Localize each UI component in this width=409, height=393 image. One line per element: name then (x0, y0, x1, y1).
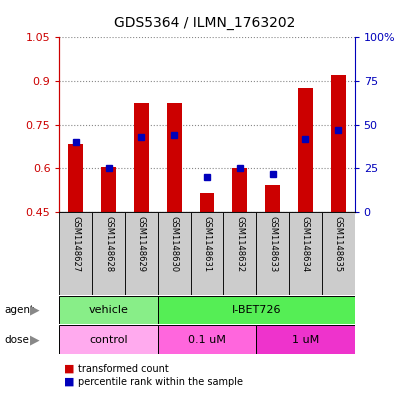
Bar (157, 212, 190, 295)
Text: transformed count: transformed count (78, 364, 168, 374)
Bar (256, 325, 354, 354)
Bar (101, 167, 116, 212)
Bar (157, 325, 256, 354)
Bar (223, 212, 256, 295)
Text: ▶: ▶ (30, 333, 40, 346)
Bar (59, 325, 157, 354)
Bar (330, 75, 345, 212)
Text: ■: ■ (63, 377, 74, 387)
Bar (199, 193, 214, 212)
Bar (59, 296, 157, 324)
Bar (134, 103, 148, 212)
Text: GSM1148634: GSM1148634 (300, 215, 309, 272)
Text: GSM1148630: GSM1148630 (169, 215, 178, 272)
Text: GSM1148633: GSM1148633 (267, 215, 276, 272)
Bar (288, 212, 321, 295)
Bar (232, 169, 247, 212)
Bar (59, 212, 92, 295)
Bar (68, 144, 83, 212)
Text: GSM1148627: GSM1148627 (71, 215, 80, 272)
Text: GDS5364 / ILMN_1763202: GDS5364 / ILMN_1763202 (114, 16, 295, 30)
Bar (166, 103, 181, 212)
Bar (190, 212, 223, 295)
Text: ■: ■ (63, 364, 74, 374)
Text: 0.1 uM: 0.1 uM (188, 334, 225, 345)
Bar (297, 88, 312, 212)
Text: GSM1148629: GSM1148629 (137, 215, 146, 272)
Text: GSM1148632: GSM1148632 (235, 215, 244, 272)
Bar (92, 212, 125, 295)
Bar (157, 296, 354, 324)
Text: GSM1148631: GSM1148631 (202, 215, 211, 272)
Bar (321, 212, 354, 295)
Text: 1 uM: 1 uM (291, 334, 318, 345)
Text: dose: dose (4, 334, 29, 345)
Text: percentile rank within the sample: percentile rank within the sample (78, 377, 242, 387)
Bar (125, 212, 157, 295)
Text: GSM1148635: GSM1148635 (333, 215, 342, 272)
Text: control: control (89, 334, 128, 345)
Text: ▶: ▶ (30, 303, 40, 317)
Text: agent: agent (4, 305, 34, 315)
Bar (256, 212, 288, 295)
Text: GSM1148628: GSM1148628 (104, 215, 113, 272)
Text: vehicle: vehicle (88, 305, 128, 315)
Bar (265, 185, 279, 212)
Text: I-BET726: I-BET726 (231, 305, 280, 315)
